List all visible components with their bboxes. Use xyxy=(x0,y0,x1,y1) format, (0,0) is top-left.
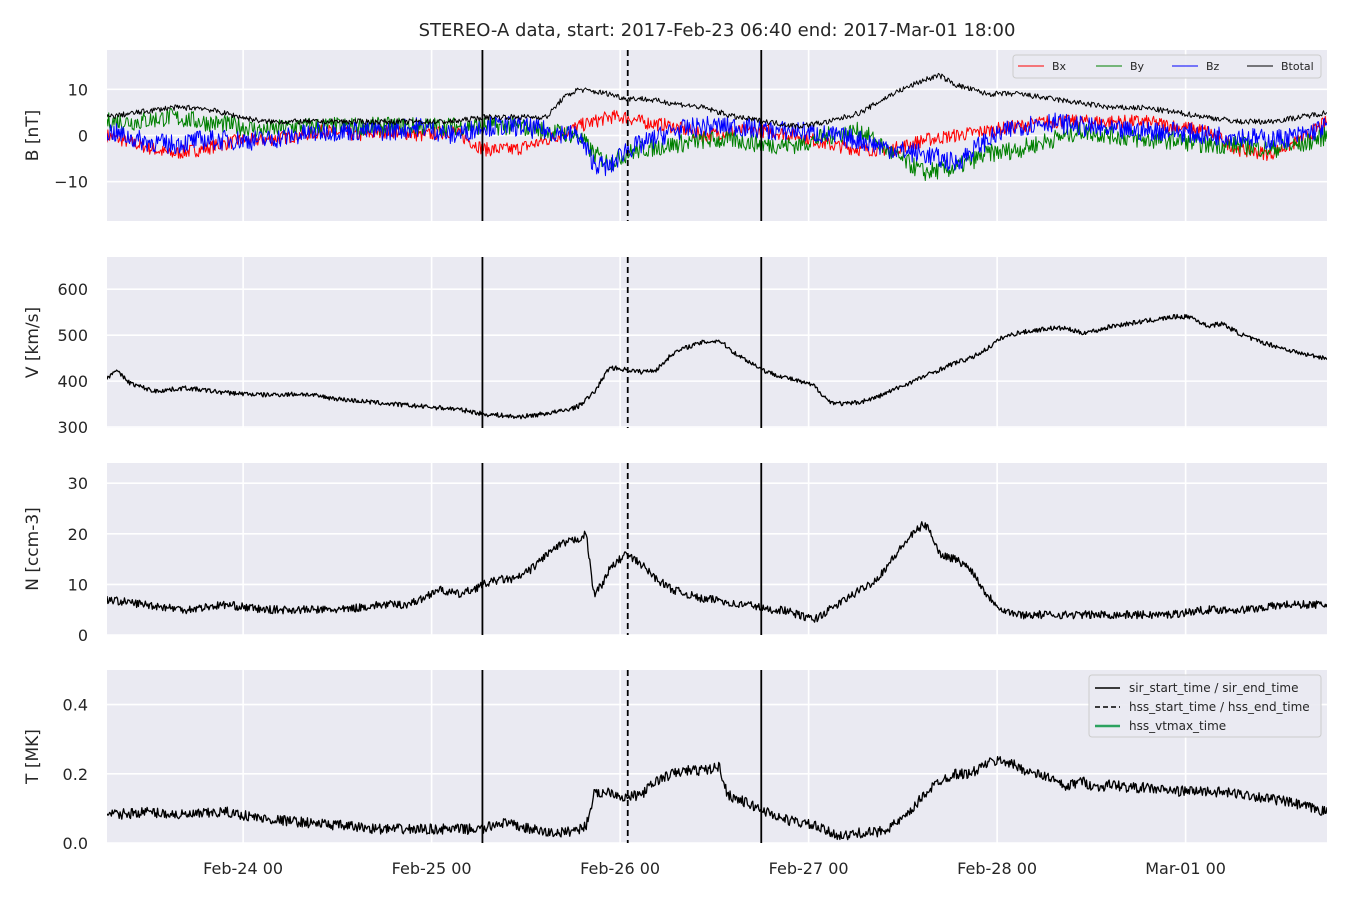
series-line-panel4 xyxy=(107,756,1327,841)
y-tick-label: 0.4 xyxy=(63,696,88,715)
legend-label: sir_start_time / sir_end_time xyxy=(1129,681,1299,695)
legend-box xyxy=(1012,54,1322,79)
y-axis-label: V [km/s] xyxy=(23,307,43,378)
y-axis-label: T [MK] xyxy=(23,729,43,785)
y-tick-label: 10 xyxy=(68,80,88,99)
panel-1: 10 0 −10 B [nT] Bx By Bz Btotal xyxy=(23,50,1327,221)
y-tick-label: 300 xyxy=(57,418,88,437)
y-axis-label: B [nT] xyxy=(23,110,43,162)
legend-label: hss_start_time / hss_end_time xyxy=(1129,700,1310,714)
x-tick-label: Feb-25 00 xyxy=(392,859,472,878)
x-tick-label: Feb-28 00 xyxy=(957,859,1037,878)
plot-area xyxy=(107,257,1327,428)
y-tick-label: 600 xyxy=(57,280,88,299)
panel-3: 30 20 10 0 N [ccm-3] xyxy=(23,463,1327,645)
panel-2: 600 500 400 300 V [km/s] xyxy=(23,257,1327,437)
y-tick-label: 400 xyxy=(57,372,88,391)
figure-title: STEREO-A data, start: 2017-Feb-23 06:40 … xyxy=(419,20,1016,41)
y-tick-label: 0.2 xyxy=(63,765,88,784)
y-tick-label: 0 xyxy=(78,626,88,645)
x-tick-label: Feb-26 00 xyxy=(580,859,660,878)
series-group xyxy=(107,72,1327,182)
legend-label-bz: Bz xyxy=(1206,60,1220,73)
x-tick-label: Feb-27 00 xyxy=(769,859,849,878)
series-group xyxy=(107,756,1327,841)
y-tick-label: −10 xyxy=(54,173,88,192)
plot-area xyxy=(107,463,1327,635)
series-line-panel2 xyxy=(107,313,1327,420)
y-tick-label: 10 xyxy=(68,575,88,594)
y-tick-label: 30 xyxy=(68,474,88,493)
y-axis-label: N [ccm-3] xyxy=(23,507,43,591)
x-tick-label: Feb-24 00 xyxy=(203,859,283,878)
panel-4: 0.4 0.2 0.0 T [MK] sir_start_time / sir_end_… xyxy=(23,670,1327,853)
legend-label: hss_vtmax_time xyxy=(1129,719,1226,733)
y-tick-label: 0.0 xyxy=(63,834,88,853)
x-tick-label: Mar-01 00 xyxy=(1145,859,1226,878)
y-tick-label: 500 xyxy=(57,326,88,345)
series-group xyxy=(107,521,1327,623)
series-line-btotal xyxy=(107,72,1327,129)
series-line-panel3 xyxy=(107,521,1327,623)
legend-label-btotal: Btotal xyxy=(1281,60,1314,73)
series-group xyxy=(107,313,1327,420)
b-legend: Bx By Bz Btotal xyxy=(1012,54,1322,79)
y-tick-label: 0 xyxy=(78,127,88,146)
legend-box xyxy=(1088,674,1322,738)
legend-label-bx: Bx xyxy=(1052,60,1067,73)
y-tick-label: 20 xyxy=(68,525,88,544)
series-line-bz xyxy=(107,112,1327,177)
legend-label-by: By xyxy=(1130,60,1145,73)
event-legend: sir_start_time / sir_end_time hss_start_t… xyxy=(1088,674,1322,738)
